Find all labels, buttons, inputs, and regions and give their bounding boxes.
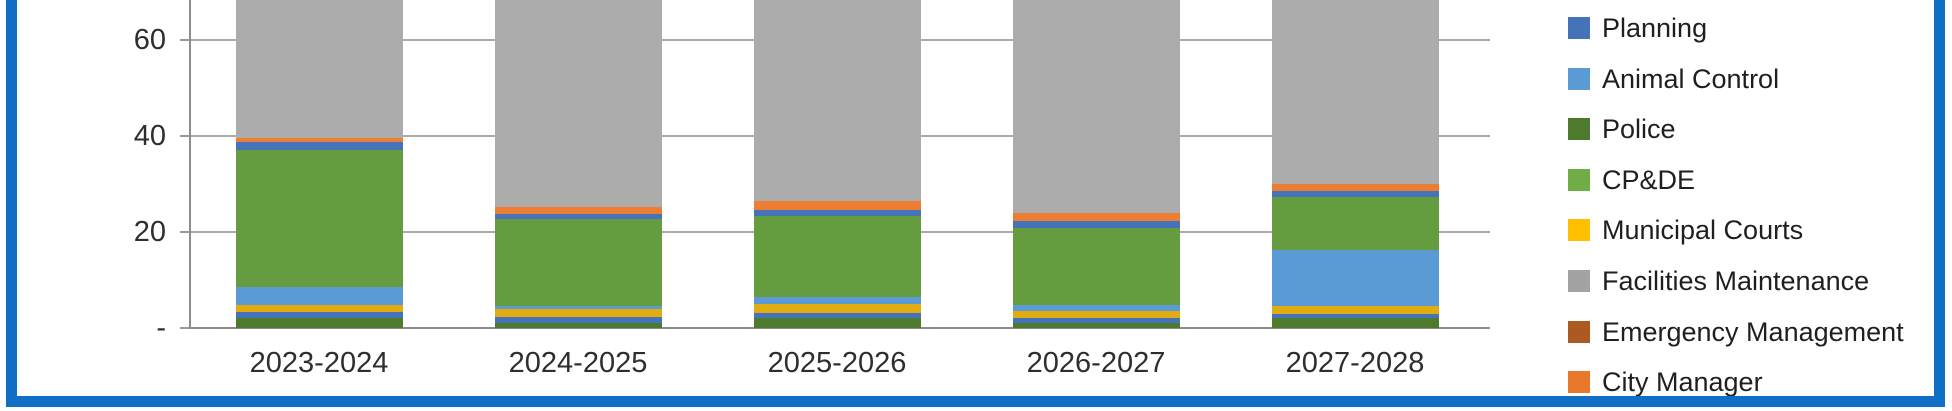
- bar-segment-facilities-maintenance: [1271, 0, 1439, 184]
- y-tick-label-60: 60: [133, 24, 166, 56]
- bar-segment-cp-de: [753, 215, 921, 298]
- bar-segment-city-manager: [753, 200, 921, 210]
- bar-segment-animal-control: [1271, 250, 1439, 307]
- legend-label-facilities-maintenance: Facilities Maintenance: [1602, 266, 1870, 296]
- bar-segment-planning: [1271, 313, 1439, 319]
- bar-segment-police: [1012, 323, 1180, 328]
- y-tick-label-20: 20: [133, 216, 166, 248]
- legend-swatch-facilities-maintenance: [1568, 270, 1590, 292]
- bar-segment-cp-de: [235, 149, 403, 287]
- legend-swatch-city-manager: [1568, 371, 1590, 394]
- bar-segment-cp-de: [494, 219, 662, 307]
- bar-segment-emergency-management: [1271, 191, 1439, 198]
- bar-segment-planning: [494, 316, 662, 324]
- bar-segment-municipal-courts: [1012, 310, 1180, 319]
- x-category-label-2025-2026: 2025-2026: [767, 347, 907, 379]
- bar-segment-planning: [235, 312, 403, 319]
- bar-segment-cp-de: [1271, 197, 1439, 251]
- bar-segment-planning: [1012, 318, 1180, 324]
- bar-segment-municipal-courts: [753, 304, 921, 313]
- legend-label-cp-de: CP&DE: [1602, 164, 1696, 195]
- bar-segment-municipal-courts: [494, 309, 662, 317]
- bar-segment-cp-de: [1012, 228, 1180, 305]
- frame-bottom: [6, 396, 1945, 407]
- y-tick-40: [180, 135, 190, 137]
- bar-segment-emergency-management: [235, 141, 403, 150]
- bar-segment-planning: [753, 312, 921, 319]
- bar-segment-animal-control: [235, 286, 403, 305]
- legend-swatch-municipal-courts: [1568, 219, 1590, 242]
- bar-segment-emergency-management: [494, 214, 662, 220]
- y-axis-line: [189, 0, 191, 329]
- bar-segment-police: [235, 318, 403, 328]
- legend-label-police: Police: [1602, 114, 1676, 145]
- bar-segment-animal-control: [1012, 304, 1180, 311]
- bar-segment-police: [494, 323, 662, 328]
- bar-segment-municipal-courts: [235, 304, 403, 313]
- legend-label-city-manager: City Manager: [1602, 367, 1763, 398]
- x-category-label-2027-2028: 2027-2028: [1285, 347, 1425, 379]
- y-tick-60: [180, 39, 190, 41]
- bar-segment-municipal-courts: [1271, 306, 1439, 314]
- bar-segment-animal-control: [494, 306, 662, 310]
- bar-segment-city-manager: [1012, 212, 1180, 221]
- bar-segment-city-manager: [235, 137, 403, 142]
- bar-segment-police: [1271, 318, 1439, 328]
- x-category-label-2023-2024: 2023-2024: [249, 347, 389, 379]
- bar-segment-facilities-maintenance: [1012, 0, 1180, 213]
- frame-right: [1934, 0, 1945, 407]
- bar-segment-facilities-maintenance: [753, 0, 921, 201]
- legend-swatch-animal-control: [1568, 67, 1590, 90]
- bar-segment-animal-control: [753, 297, 921, 305]
- bar-segment-police: [753, 318, 921, 328]
- bar-segment-facilities-maintenance: [494, 0, 662, 208]
- x-category-label-2026-2027: 2026-2027: [1026, 347, 1166, 379]
- y-tick-20: [180, 231, 190, 233]
- y-tick-label-40: 40: [133, 120, 166, 152]
- y-tick-label-0: -: [156, 312, 166, 344]
- legend-swatch-planning: [1568, 17, 1590, 39]
- legend-swatch-emergency-management: [1568, 320, 1590, 343]
- y-tick-0: [180, 327, 190, 329]
- bar-segment-emergency-management: [1012, 220, 1180, 229]
- legend-label-planning: Planning: [1602, 13, 1708, 43]
- legend-label-emergency-management: Emergency Management: [1602, 316, 1904, 347]
- bar-segment-facilities-maintenance: [235, 0, 403, 138]
- legend-swatch-cp-de: [1568, 168, 1590, 191]
- bar-segment-city-manager: [1271, 184, 1439, 192]
- bar-segment-city-manager: [494, 207, 662, 215]
- legend-label-municipal-courts: Municipal Courts: [1602, 215, 1804, 246]
- x-axis-line: [190, 327, 1490, 329]
- bar-segment-emergency-management: [753, 209, 921, 216]
- frame-left: [6, 0, 17, 407]
- legend-swatch-police: [1568, 118, 1590, 141]
- legend-label-animal-control: Animal Control: [1602, 63, 1780, 94]
- x-category-label-2024-2025: 2024-2025: [508, 347, 648, 379]
